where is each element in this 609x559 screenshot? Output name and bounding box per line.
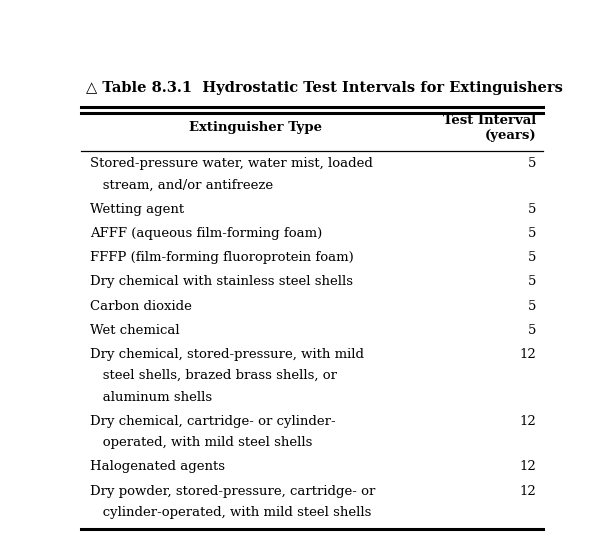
Text: FFFP (film-forming fluoroprotein foam): FFFP (film-forming fluoroprotein foam) <box>90 252 354 264</box>
Text: Wet chemical: Wet chemical <box>90 324 180 337</box>
Text: Carbon dioxide: Carbon dioxide <box>90 300 192 312</box>
Text: △ Table 8.3.1  Hydrostatic Test Intervals for Extinguishers: △ Table 8.3.1 Hydrostatic Test Intervals… <box>85 81 563 95</box>
Text: AFFF (aqueous film-forming foam): AFFF (aqueous film-forming foam) <box>90 227 323 240</box>
Text: stream, and/or antifreeze: stream, and/or antifreeze <box>90 179 273 192</box>
Text: 5: 5 <box>528 276 537 288</box>
Text: Dry chemical with stainless steel shells: Dry chemical with stainless steel shells <box>90 276 353 288</box>
Text: Dry chemical, stored-pressure, with mild: Dry chemical, stored-pressure, with mild <box>90 348 364 361</box>
Text: 5: 5 <box>528 324 537 337</box>
Text: steel shells, brazed brass shells, or: steel shells, brazed brass shells, or <box>90 369 337 382</box>
Text: 5: 5 <box>528 252 537 264</box>
Text: 5: 5 <box>528 300 537 312</box>
Text: Halogenated agents: Halogenated agents <box>90 461 225 473</box>
Text: (years): (years) <box>485 129 537 141</box>
Text: 5: 5 <box>528 158 537 170</box>
Text: Extinguisher Type: Extinguisher Type <box>189 121 322 134</box>
Text: Dry powder, stored-pressure, cartridge- or: Dry powder, stored-pressure, cartridge- … <box>90 485 376 498</box>
Text: Wetting agent: Wetting agent <box>90 203 185 216</box>
Text: Dry chemical, cartridge- or cylinder-: Dry chemical, cartridge- or cylinder- <box>90 415 336 428</box>
Text: 5: 5 <box>528 203 537 216</box>
Text: Test Interval: Test Interval <box>443 115 537 127</box>
Text: 12: 12 <box>519 485 537 498</box>
Text: 5: 5 <box>528 227 537 240</box>
Text: cylinder-operated, with mild steel shells: cylinder-operated, with mild steel shell… <box>90 506 371 519</box>
Text: 12: 12 <box>519 461 537 473</box>
Text: 12: 12 <box>519 415 537 428</box>
Text: aluminum shells: aluminum shells <box>90 391 213 404</box>
Text: 12: 12 <box>519 348 537 361</box>
Text: Stored-pressure water, water mist, loaded: Stored-pressure water, water mist, loade… <box>90 158 373 170</box>
Text: operated, with mild steel shells: operated, with mild steel shells <box>90 437 312 449</box>
